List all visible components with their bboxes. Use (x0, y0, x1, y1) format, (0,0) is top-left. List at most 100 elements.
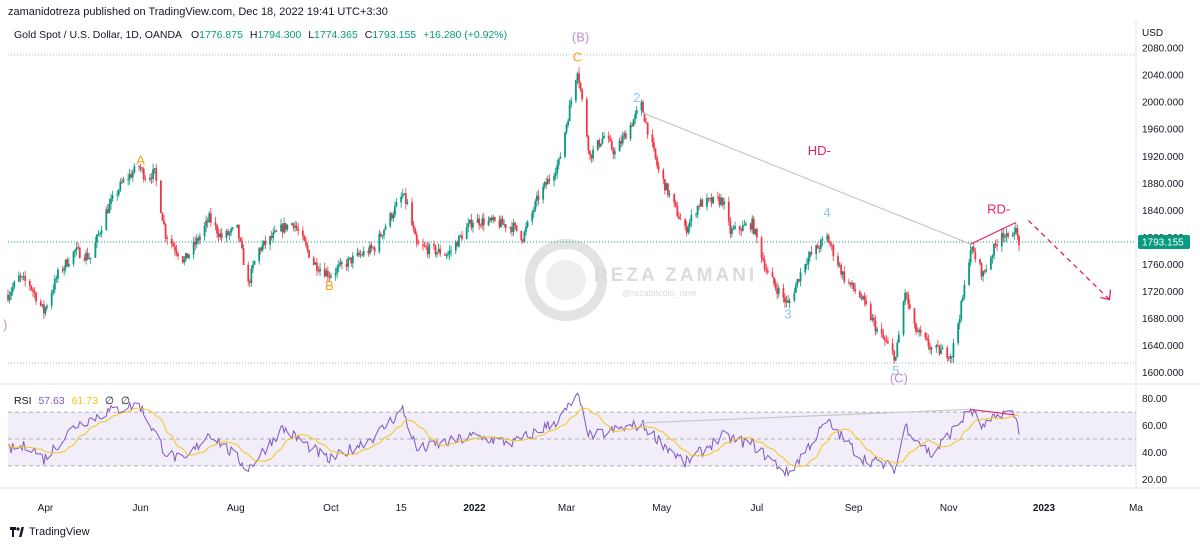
candle-body (557, 158, 560, 166)
candle-body (238, 224, 240, 239)
candle-body (698, 206, 701, 207)
candle-body (592, 149, 594, 159)
candle-body (378, 233, 381, 252)
candle-body (749, 223, 752, 230)
wave-label: 3 (784, 306, 791, 321)
candle-body (500, 218, 502, 228)
candle-body (980, 263, 983, 277)
candle-body (241, 240, 243, 249)
candle-body (535, 195, 538, 202)
rsi-legend: RSI 57.63 61.73 ∅ ∅ (14, 395, 134, 407)
candle-body (32, 289, 34, 292)
candle-body (489, 217, 491, 221)
rsi-name[interactable]: RSI (14, 395, 32, 407)
candle-body (537, 195, 540, 200)
candle-body (949, 356, 952, 359)
candle-body (297, 228, 300, 231)
candle-body (130, 174, 133, 178)
candle-body (521, 240, 524, 242)
candle-body (77, 247, 80, 249)
candle-body (1014, 228, 1017, 233)
candle-body (721, 197, 724, 205)
candle-body (392, 214, 395, 219)
candle-body (587, 136, 590, 151)
candle-body (1018, 235, 1020, 246)
footer-brand[interactable]: TradingView (10, 526, 90, 538)
price-tick-label: 1640.000 (1142, 341, 1184, 352)
trendlines (641, 111, 1112, 301)
candle-body (653, 142, 655, 149)
candle-body (843, 271, 846, 282)
candle-body (390, 213, 393, 219)
time-axis: Apr Jun Aug Oct 15 2022 Mar May Jul Sep Nov 2023 Ma (38, 503, 1144, 514)
candle-body (425, 246, 428, 248)
price-tick-label: 2040.000 (1142, 71, 1184, 82)
candle-body (554, 173, 557, 176)
candle-body (854, 288, 857, 292)
candle-body (523, 231, 526, 242)
candle-body (149, 177, 151, 180)
candle-body (205, 220, 208, 226)
candle-body (609, 138, 612, 141)
candle-body (369, 245, 371, 254)
candle-body (88, 258, 91, 260)
candle-body (1005, 233, 1008, 237)
candle-body (261, 245, 264, 251)
candle-body (979, 259, 981, 264)
candle-body (358, 252, 360, 256)
candle-body (42, 304, 45, 314)
candle-body (305, 241, 307, 245)
candle-body (731, 228, 733, 234)
wave-label: B (325, 278, 334, 293)
candle-body (459, 235, 462, 237)
candle-body (610, 140, 613, 150)
candle-body (295, 225, 298, 229)
candle-body (1002, 233, 1005, 238)
candle-body (356, 252, 359, 256)
candle-body (990, 257, 992, 270)
rsi-band-lines (8, 411, 1136, 467)
low-key: L (308, 29, 315, 41)
candle-body (250, 268, 253, 284)
candle-body (581, 89, 584, 100)
candle-body (144, 179, 147, 180)
candle-body (337, 264, 340, 268)
candle-body (935, 345, 938, 348)
candle-body (893, 350, 896, 361)
candle-body (362, 251, 365, 256)
candle-body (291, 223, 293, 225)
candle-body (174, 246, 176, 251)
candle-body (177, 253, 179, 257)
candle-body (727, 201, 730, 222)
symbol-title[interactable]: Gold Spot / U.S. Dollar, 1D, OANDA (14, 29, 183, 41)
candle-body (590, 154, 593, 159)
candle-body (219, 233, 222, 237)
candle-body (646, 122, 649, 135)
candle-body (152, 169, 154, 179)
candle-body (720, 197, 722, 205)
rsi-tick-label: 60.00 (1142, 421, 1167, 432)
candle-body (699, 199, 702, 207)
candle-body (526, 221, 529, 227)
candle-body (383, 229, 385, 236)
candle-body (947, 358, 950, 359)
candle-body (589, 150, 591, 155)
candle-body (752, 218, 755, 234)
candle-body (269, 236, 272, 245)
candle-body (771, 272, 774, 278)
candle-body (804, 264, 807, 273)
candle-body (673, 193, 676, 203)
candle-body (166, 237, 169, 240)
candle-body (379, 233, 382, 237)
candle-body (614, 151, 616, 155)
candle-body (247, 265, 250, 282)
candle-body (668, 193, 671, 196)
candle-body (603, 135, 605, 139)
candle-body (161, 212, 164, 221)
candle-body (230, 229, 233, 233)
candle-body (340, 262, 343, 264)
candle-body (153, 168, 156, 170)
candle-body (216, 225, 218, 234)
candle-body (570, 100, 573, 105)
